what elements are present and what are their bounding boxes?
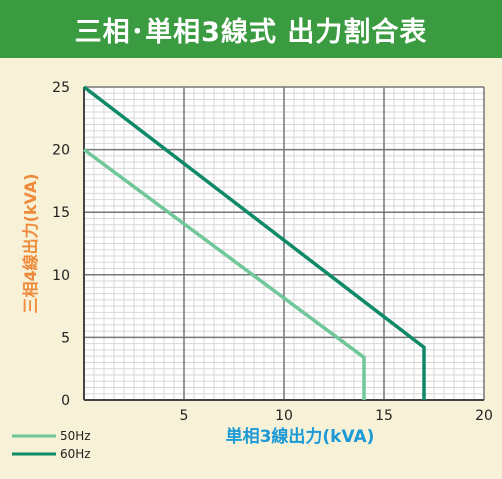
output-ratio-chart: 0 5 10 15 20 25 5 10 15 20 三相4線出力(kVA) 単相3線出力(kVA…	[12, 80, 493, 461]
legend: 50Hz 60Hz	[12, 429, 91, 461]
y-axis-label: 三相4線出力(kVA)	[21, 173, 40, 313]
legend-label-50Hz: 50Hz	[60, 429, 91, 443]
legend-label-60Hz: 60Hz	[60, 447, 91, 461]
major-grid	[83, 86, 485, 401]
x-axis-label: 単相3線出力(kVA)	[226, 426, 375, 447]
x-tick-label: 10	[275, 408, 293, 424]
x-tick-label: 15	[375, 408, 393, 424]
tick-labels: 0 5 10 15 20 25 5 10 15 20	[52, 80, 493, 424]
series-line-50Hz	[82, 148, 366, 400]
y-tick-label: 20	[52, 143, 70, 159]
y-tick-label: 25	[52, 80, 70, 96]
y-tick-label: 0	[61, 393, 70, 409]
series-line-60Hz	[82, 85, 426, 400]
series-layer	[82, 85, 426, 400]
x-tick-label: 20	[475, 408, 493, 424]
y-tick-label: 5	[61, 330, 70, 346]
y-tick-label: 10	[52, 268, 70, 284]
y-tick-label: 15	[52, 205, 70, 221]
x-tick-label: 5	[180, 408, 189, 424]
chart-title: 三相･単相3線式 出力割合表	[0, 0, 502, 58]
